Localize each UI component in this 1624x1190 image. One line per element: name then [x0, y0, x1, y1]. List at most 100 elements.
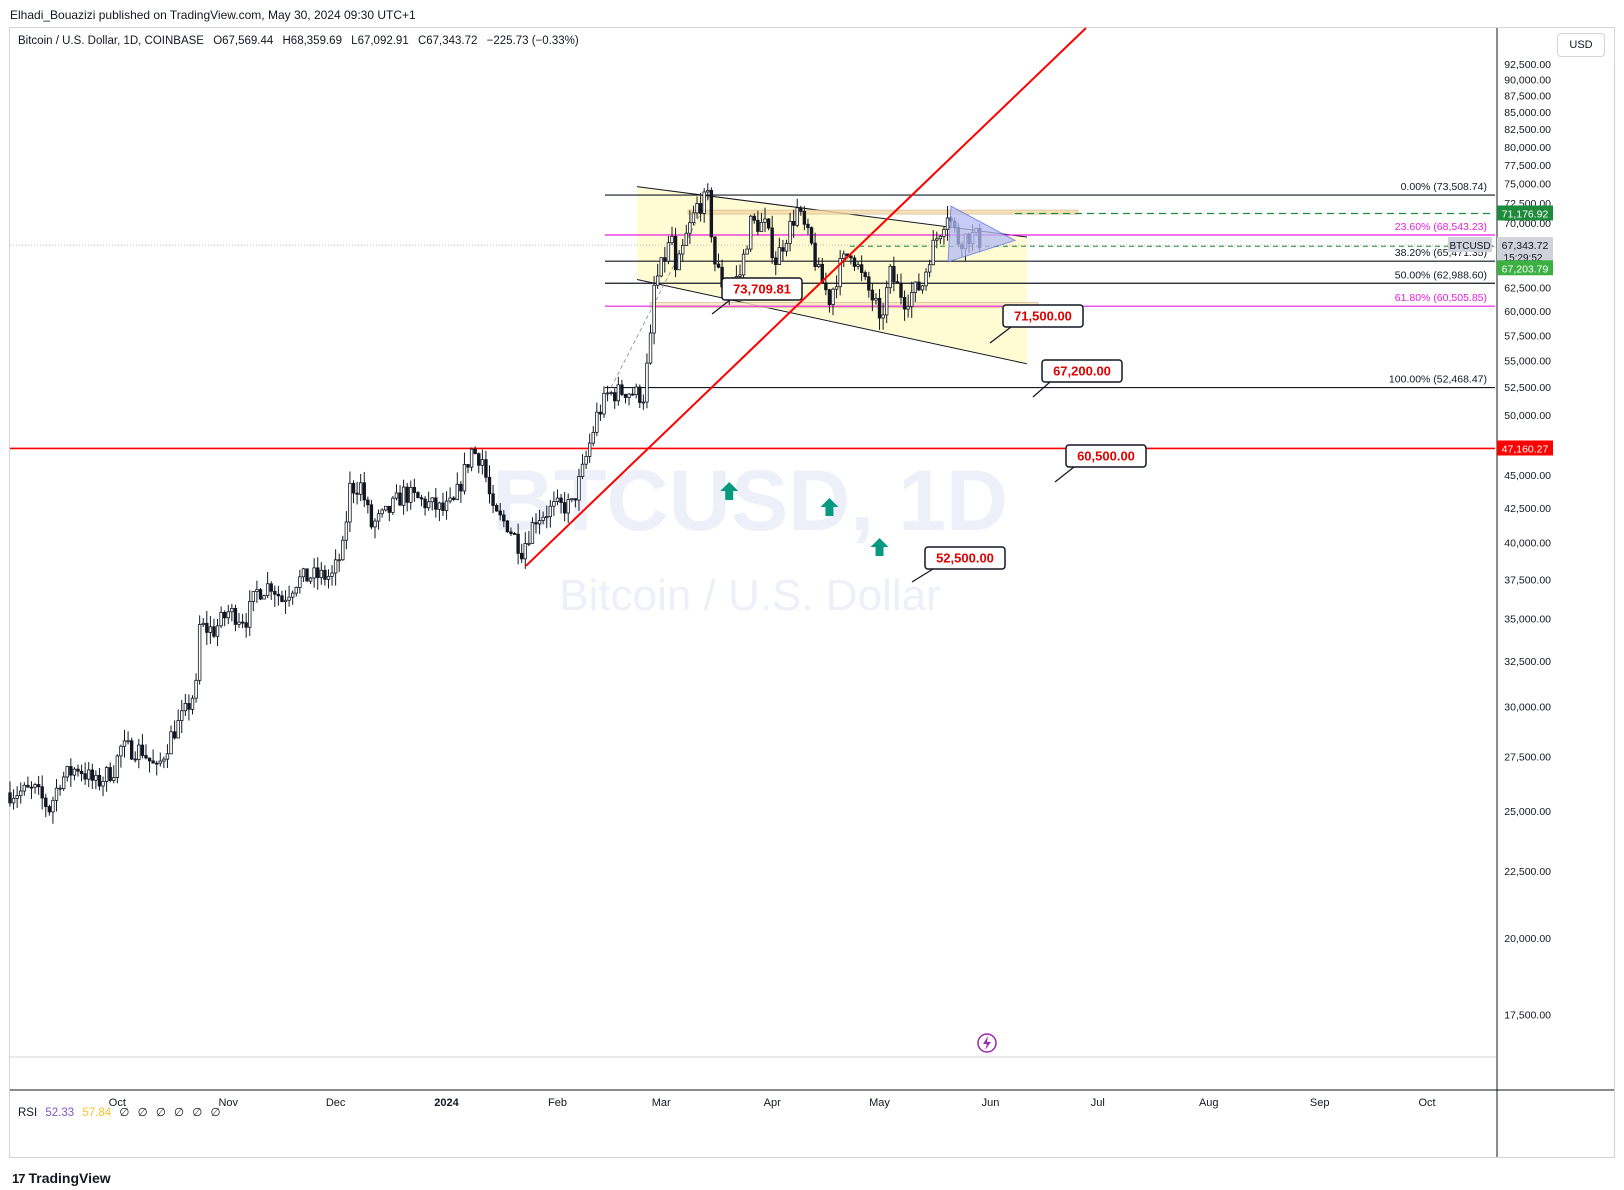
- candle-up[interactable]: [670, 235, 674, 244]
- candle-up[interactable]: [666, 242, 671, 262]
- candle-down[interactable]: [419, 497, 424, 500]
- candle-down[interactable]: [222, 612, 227, 619]
- candle-up[interactable]: [337, 559, 341, 562]
- callout-box[interactable]: [1041, 359, 1123, 383]
- candle-up[interactable]: [358, 482, 363, 495]
- candle-up[interactable]: [834, 286, 839, 290]
- candle-up[interactable]: [763, 218, 767, 223]
- candle-down[interactable]: [827, 289, 832, 305]
- candle-down[interactable]: [466, 464, 470, 468]
- candle-up[interactable]: [580, 463, 585, 477]
- candle-down[interactable]: [813, 242, 817, 267]
- candle-down[interactable]: [713, 236, 717, 265]
- candle-up[interactable]: [333, 559, 338, 574]
- tradingview-brand[interactable]: 17 TradingView: [12, 1170, 111, 1186]
- candle-up[interactable]: [884, 287, 889, 316]
- candle-up[interactable]: [842, 253, 846, 259]
- candle-up[interactable]: [924, 271, 928, 287]
- candle-up[interactable]: [462, 464, 467, 492]
- candle-down[interactable]: [244, 622, 248, 628]
- candle-down[interactable]: [859, 264, 864, 273]
- candle-up[interactable]: [920, 285, 925, 291]
- candle-down[interactable]: [212, 626, 216, 637]
- candle-down[interactable]: [791, 220, 796, 226]
- candle-up[interactable]: [648, 332, 653, 364]
- candle-down[interactable]: [233, 608, 238, 625]
- candle-down[interactable]: [863, 272, 867, 278]
- candle-down[interactable]: [638, 386, 642, 403]
- candle-down[interactable]: [8, 792, 12, 804]
- candle-down[interactable]: [809, 227, 814, 244]
- candle-up[interactable]: [15, 795, 19, 799]
- candle-down[interactable]: [899, 282, 903, 298]
- candle-down[interactable]: [573, 498, 578, 501]
- candle-down[interactable]: [323, 569, 327, 580]
- candle-up[interactable]: [401, 486, 406, 506]
- candle-up[interactable]: [176, 720, 180, 739]
- candle-up[interactable]: [215, 625, 220, 637]
- candle-up[interactable]: [201, 622, 205, 625]
- candle-up[interactable]: [391, 497, 395, 513]
- candle-down[interactable]: [366, 499, 370, 506]
- candle-down[interactable]: [473, 448, 477, 455]
- candle-down[interactable]: [902, 296, 907, 310]
- candle-down[interactable]: [709, 189, 714, 238]
- candle-down[interactable]: [756, 219, 760, 232]
- candle-up[interactable]: [226, 611, 230, 619]
- candle-down[interactable]: [305, 568, 309, 582]
- candle-down[interactable]: [673, 235, 678, 271]
- candle-down[interactable]: [147, 757, 152, 762]
- candle-up[interactable]: [11, 797, 16, 804]
- candle-up[interactable]: [856, 264, 860, 267]
- candle-down[interactable]: [802, 211, 807, 225]
- candle-up[interactable]: [681, 244, 685, 255]
- candle-down[interactable]: [799, 207, 803, 212]
- candle-down[interactable]: [269, 583, 273, 592]
- candle-down[interactable]: [716, 263, 721, 268]
- candle-down[interactable]: [487, 476, 492, 495]
- candle-up[interactable]: [101, 781, 105, 787]
- candle-up[interactable]: [659, 257, 663, 277]
- candle-up[interactable]: [409, 487, 413, 503]
- candle-down[interactable]: [459, 483, 463, 492]
- candle-down[interactable]: [752, 215, 756, 221]
- candle-down[interactable]: [892, 265, 896, 283]
- candle-up[interactable]: [688, 222, 692, 234]
- candle-up[interactable]: [695, 203, 699, 214]
- candle-down[interactable]: [129, 740, 134, 760]
- resistance-zone[interactable]: [687, 209, 1079, 215]
- candle-up[interactable]: [609, 392, 613, 395]
- candle-down[interactable]: [90, 769, 95, 781]
- candle-up[interactable]: [430, 497, 434, 503]
- candle-down[interactable]: [416, 492, 420, 499]
- candle-down[interactable]: [484, 459, 488, 478]
- candle-down[interactable]: [398, 492, 402, 506]
- rsi-label[interactable]: RSI: [18, 1107, 38, 1119]
- candle-up[interactable]: [677, 253, 681, 271]
- candle-down[interactable]: [534, 522, 538, 525]
- candle-up[interactable]: [555, 497, 560, 502]
- candle-up[interactable]: [548, 505, 553, 518]
- candle-down[interactable]: [519, 552, 524, 560]
- candle-down[interactable]: [505, 520, 510, 533]
- candle-up[interactable]: [294, 587, 298, 594]
- candle-up[interactable]: [190, 697, 195, 710]
- candle-up[interactable]: [570, 498, 574, 501]
- candle-up[interactable]: [312, 567, 316, 579]
- candle-up[interactable]: [706, 189, 710, 193]
- candle-down[interactable]: [516, 533, 520, 554]
- candle-up[interactable]: [115, 755, 120, 778]
- candle-up[interactable]: [72, 768, 77, 776]
- candle-down[interactable]: [205, 622, 209, 633]
- candle-up[interactable]: [634, 386, 638, 396]
- candle-up[interactable]: [938, 235, 943, 240]
- candle-up[interactable]: [265, 583, 270, 597]
- candle-up[interactable]: [552, 501, 556, 507]
- candle-up[interactable]: [616, 384, 621, 402]
- ascending-trendline[interactable]: [525, 27, 1087, 567]
- candle-down[interactable]: [69, 766, 73, 776]
- candle-up[interactable]: [523, 543, 527, 560]
- candle-down[interactable]: [766, 218, 771, 229]
- candle-down[interactable]: [477, 453, 481, 466]
- candle-up[interactable]: [935, 238, 939, 241]
